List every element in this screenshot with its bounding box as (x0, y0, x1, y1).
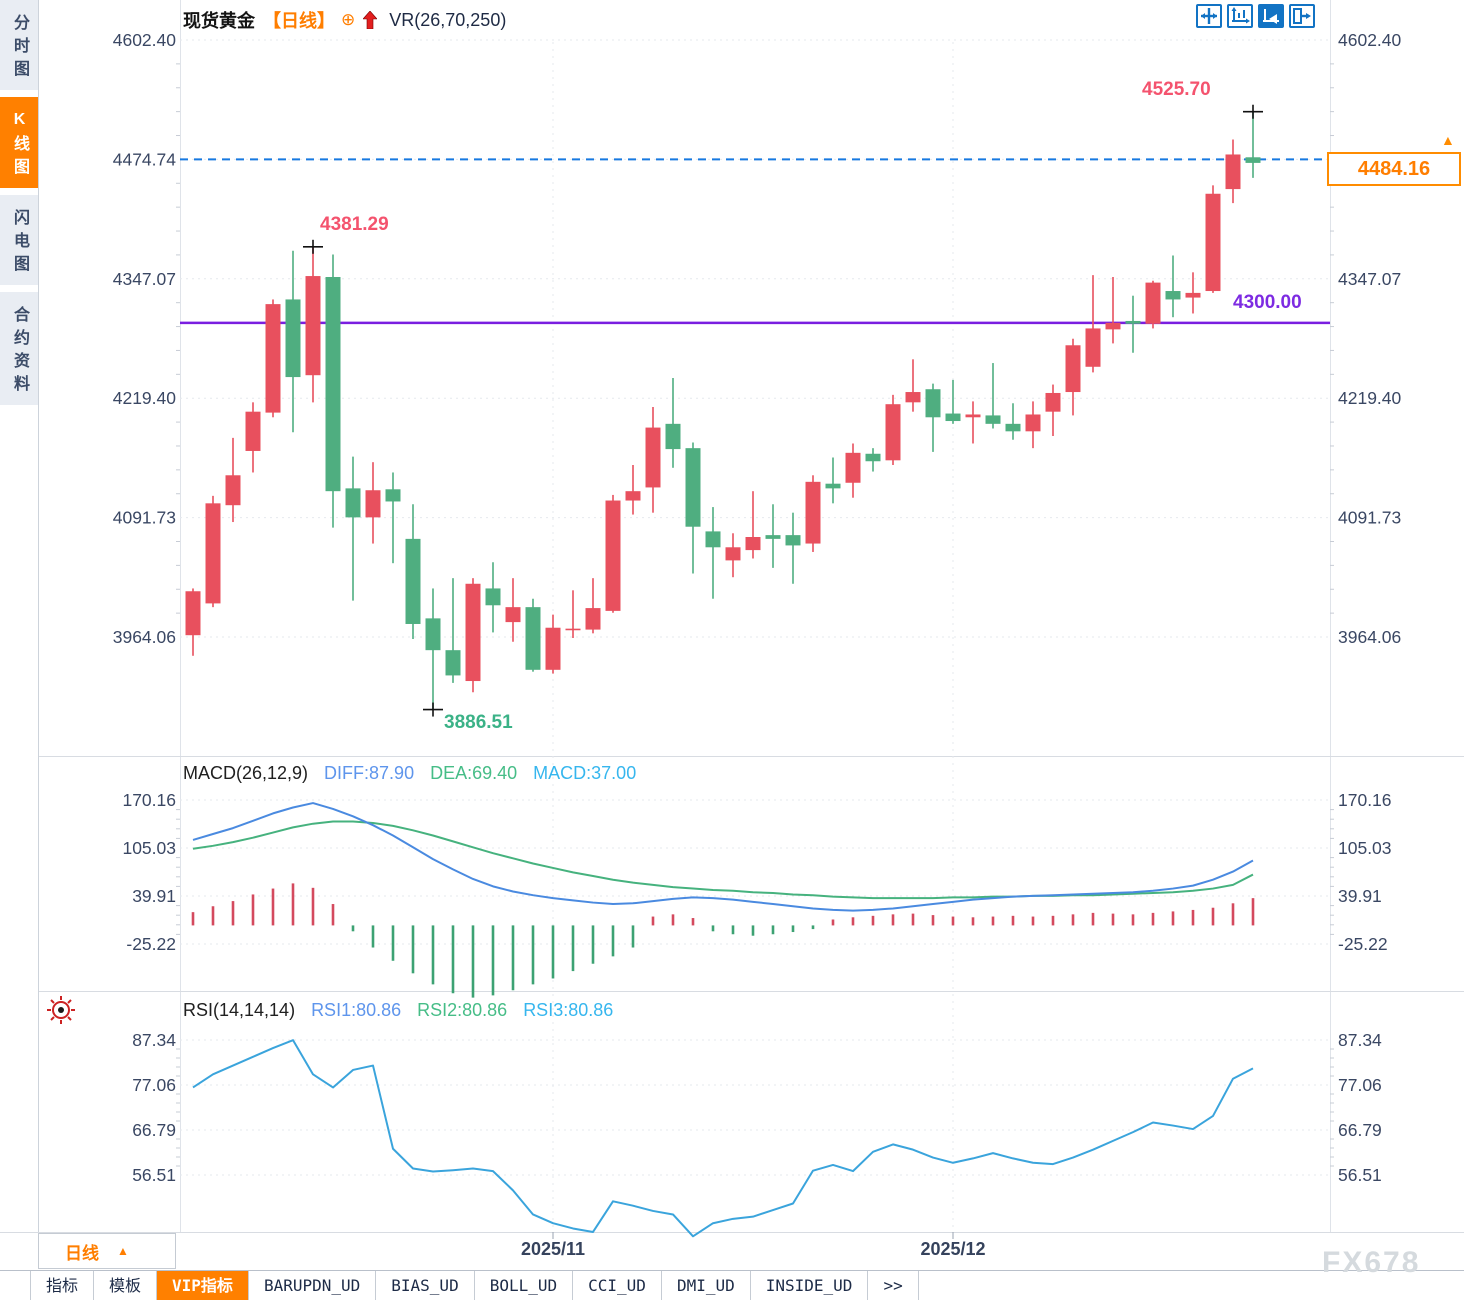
svg-text:87.34: 87.34 (132, 1030, 176, 1050)
svg-text:2025/11: 2025/11 (521, 1239, 585, 1259)
indicator-tab-bar: 指标 模板 VIP指标 BARUPDN_UD BIAS_UD BOLL_UD CCI_UD D… (0, 1271, 919, 1300)
tab-spacer (0, 1271, 31, 1300)
svg-text:4091.73: 4091.73 (113, 508, 176, 528)
svg-text:4602.40: 4602.40 (1338, 30, 1402, 50)
macd-title[interactable]: MACD(26,12,9) (183, 763, 309, 783)
svg-text:4474.74: 4474.74 (113, 149, 177, 169)
rsi-header: RSI(14,14,14) RSI1:80.86 RSI2:80.86 RSI3… (183, 1000, 613, 1021)
chart-header: 现货黄金 【日线】 ⊕ VR(26,70,250) (183, 7, 506, 33)
svg-text:4347.07: 4347.07 (113, 269, 176, 289)
svg-text:4347.07: 4347.07 (1338, 269, 1401, 289)
svg-text:4219.40: 4219.40 (1338, 388, 1402, 408)
indicator-settings-target-icon[interactable] (46, 995, 76, 1030)
svg-text:77.06: 77.06 (1338, 1075, 1382, 1095)
rsi1-value: RSI1:80.86 (311, 1000, 402, 1020)
macd-macd-value: MACD:37.00 (533, 763, 637, 783)
indicator-tab-vip[interactable]: VIP指标 (157, 1271, 249, 1300)
annotation-swing-high: 4381.29 (320, 214, 389, 235)
annotation-latest-high: 4525.70 (1142, 79, 1211, 100)
indicator-tab-[interactable]: >> (868, 1271, 919, 1300)
period-tag: 【日线】 (263, 11, 335, 31)
period-selector-label: 日线 (65, 1243, 99, 1263)
svg-text:105.03: 105.03 (122, 838, 176, 858)
add-indicator-icon[interactable]: ⊕ (341, 10, 356, 29)
indicator-tab-cciud[interactable]: CCI_UD (573, 1271, 662, 1300)
last-price-tag: 4484.16 (1327, 152, 1461, 186)
indicator-tab-[interactable]: 指标 (31, 1271, 95, 1300)
svg-text:4219.40: 4219.40 (113, 388, 177, 408)
svg-text:3964.06: 3964.06 (113, 627, 176, 647)
svg-text:4602.40: 4602.40 (113, 30, 177, 50)
svg-text:2025/12: 2025/12 (920, 1239, 985, 1259)
svg-text:39.91: 39.91 (1338, 886, 1382, 906)
svg-text:4091.73: 4091.73 (1338, 508, 1401, 528)
auto-scale-icon[interactable] (1258, 4, 1284, 28)
symbol-name: 现货黄金 (183, 11, 255, 31)
period-selector[interactable]: 日线 ▲ (38, 1233, 176, 1269)
svg-text:56.51: 56.51 (1338, 1165, 1382, 1185)
svg-text:170.16: 170.16 (122, 790, 176, 810)
collapse-right-icon[interactable] (1289, 4, 1315, 28)
chart-type-sidebar: 分时图 K线图闪电图合约资料 (0, 0, 39, 1232)
macd-header: MACD(26,12,9) DIFF:87.90 DEA:69.40 MACD:… (183, 763, 636, 784)
indicator-tab-bollud[interactable]: BOLL_UD (474, 1271, 574, 1300)
sidebar-tab-2[interactable]: 闪电图 (0, 195, 38, 285)
indicator-tab-dmiud[interactable]: DMI_UD (661, 1271, 751, 1300)
svg-text:66.79: 66.79 (1338, 1120, 1382, 1140)
macd-diff-value: DIFF:87.90 (324, 763, 415, 783)
watermark: FX678 (1322, 1246, 1421, 1279)
rsi-title[interactable]: RSI(14,14,14) (183, 1000, 296, 1020)
indicator-tab-[interactable]: 模板 (94, 1271, 158, 1300)
sidebar-tab-1[interactable]: K线图 (0, 97, 38, 188)
indicator-tab-biasud[interactable]: BIAS_UD (376, 1271, 475, 1300)
svg-text:66.79: 66.79 (132, 1120, 176, 1140)
rsi3-value: RSI3:80.86 (523, 1000, 614, 1020)
svg-text:39.91: 39.91 (132, 886, 176, 906)
vr-indicator-label[interactable]: VR(26,70,250) (389, 9, 507, 30)
svg-text:87.34: 87.34 (1338, 1030, 1382, 1050)
crosshair-move-icon[interactable] (1196, 4, 1222, 28)
chart-toolbar (1196, 4, 1315, 28)
svg-text:105.03: 105.03 (1338, 838, 1392, 858)
trend-up-arrow-icon (363, 11, 378, 29)
indicator-tab-insideud[interactable]: INSIDE_UD (750, 1271, 869, 1300)
svg-text:77.06: 77.06 (132, 1075, 176, 1095)
annotation-hline-price: 4300.00 (1233, 292, 1302, 313)
rsi2-value: RSI2:80.86 (417, 1000, 508, 1020)
sidebar-tab-0[interactable]: 分时图 (0, 0, 38, 90)
svg-text:170.16: 170.16 (1338, 790, 1392, 810)
svg-text:56.51: 56.51 (132, 1165, 176, 1185)
svg-text:-25.22: -25.22 (1338, 934, 1388, 954)
period-caret-icon: ▲ (117, 1244, 129, 1258)
sidebar-tab-3[interactable]: 合约资料 (0, 292, 38, 405)
price-up-arrow-icon: ▲ (1441, 132, 1455, 148)
tabbar-divider (0, 1270, 1464, 1271)
axis-range-icon[interactable] (1227, 4, 1253, 28)
macd-dea-value: DEA:69.40 (430, 763, 518, 783)
svg-text:-25.22: -25.22 (126, 934, 176, 954)
svg-text:3964.06: 3964.06 (1338, 627, 1401, 647)
indicator-tab-barupdnud[interactable]: BARUPDN_UD (248, 1271, 377, 1300)
annotation-swing-low: 3886.51 (444, 712, 513, 733)
